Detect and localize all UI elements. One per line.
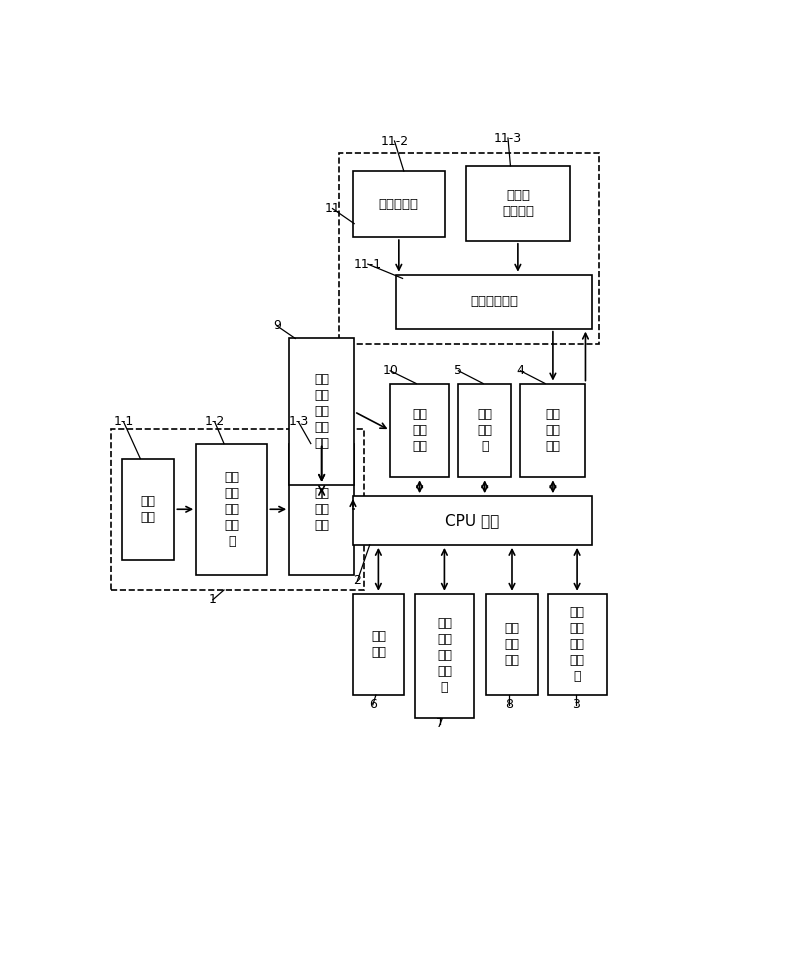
Text: 2: 2 bbox=[354, 574, 362, 588]
Bar bbox=[353, 171, 445, 237]
Text: 程序
加载
与更
新模
块: 程序 加载 与更 新模 块 bbox=[437, 617, 452, 694]
Bar bbox=[390, 383, 449, 478]
Text: 信息
转存
模块: 信息 转存 模块 bbox=[412, 408, 427, 453]
Text: 1-1: 1-1 bbox=[114, 415, 134, 428]
Text: 6: 6 bbox=[369, 698, 377, 712]
Text: 9: 9 bbox=[273, 319, 281, 332]
Bar bbox=[396, 275, 592, 329]
Text: 7: 7 bbox=[436, 717, 444, 730]
Bar bbox=[548, 594, 606, 695]
Bar bbox=[196, 444, 267, 575]
Text: 11-2: 11-2 bbox=[381, 135, 409, 147]
Text: 4: 4 bbox=[517, 365, 524, 377]
Text: 信息
类型
自动
识别
模块: 信息 类型 自动 识别 模块 bbox=[314, 373, 329, 450]
Text: 无线
收发
器: 无线 收发 器 bbox=[478, 408, 492, 453]
Text: 参数
修正
模块: 参数 修正 模块 bbox=[505, 622, 519, 667]
Text: 计时
模块: 计时 模块 bbox=[371, 630, 386, 659]
Bar bbox=[353, 594, 404, 695]
Text: 可充电电池: 可充电电池 bbox=[379, 198, 419, 211]
Text: 5: 5 bbox=[454, 365, 462, 377]
Text: 1-3: 1-3 bbox=[288, 415, 309, 428]
Bar bbox=[289, 338, 354, 485]
Bar bbox=[289, 444, 354, 575]
Bar bbox=[486, 594, 538, 695]
Text: 11: 11 bbox=[325, 202, 340, 215]
Text: 太阳能
充电电池: 太阳能 充电电池 bbox=[502, 189, 534, 217]
Bar bbox=[111, 429, 364, 590]
Text: 11-1: 11-1 bbox=[354, 257, 382, 271]
Text: 1: 1 bbox=[209, 593, 217, 606]
Bar bbox=[122, 458, 174, 560]
Bar bbox=[520, 383, 586, 478]
Text: 11-3: 11-3 bbox=[494, 132, 522, 144]
Text: 10: 10 bbox=[382, 365, 398, 377]
Text: 数据
存储
模块: 数据 存储 模块 bbox=[546, 408, 561, 453]
Text: 数据
预处
理电
路模
块: 数据 预处 理电 路模 块 bbox=[224, 471, 239, 548]
Bar bbox=[466, 166, 570, 241]
Text: 数据
采集
模块: 数据 采集 模块 bbox=[314, 487, 329, 531]
Text: 短距
离无
线通
信模
块: 短距 离无 线通 信模 块 bbox=[570, 605, 585, 682]
Bar bbox=[353, 496, 592, 545]
Text: 3: 3 bbox=[572, 698, 580, 712]
Bar bbox=[338, 153, 599, 344]
Text: 1-2: 1-2 bbox=[205, 415, 225, 428]
Text: CPU 模块: CPU 模块 bbox=[445, 513, 499, 528]
Text: 传感
器组: 传感 器组 bbox=[141, 494, 155, 524]
Text: 电源管理模块: 电源管理模块 bbox=[470, 295, 518, 308]
Bar bbox=[458, 383, 511, 478]
Bar bbox=[415, 594, 474, 718]
Text: 8: 8 bbox=[506, 698, 514, 712]
